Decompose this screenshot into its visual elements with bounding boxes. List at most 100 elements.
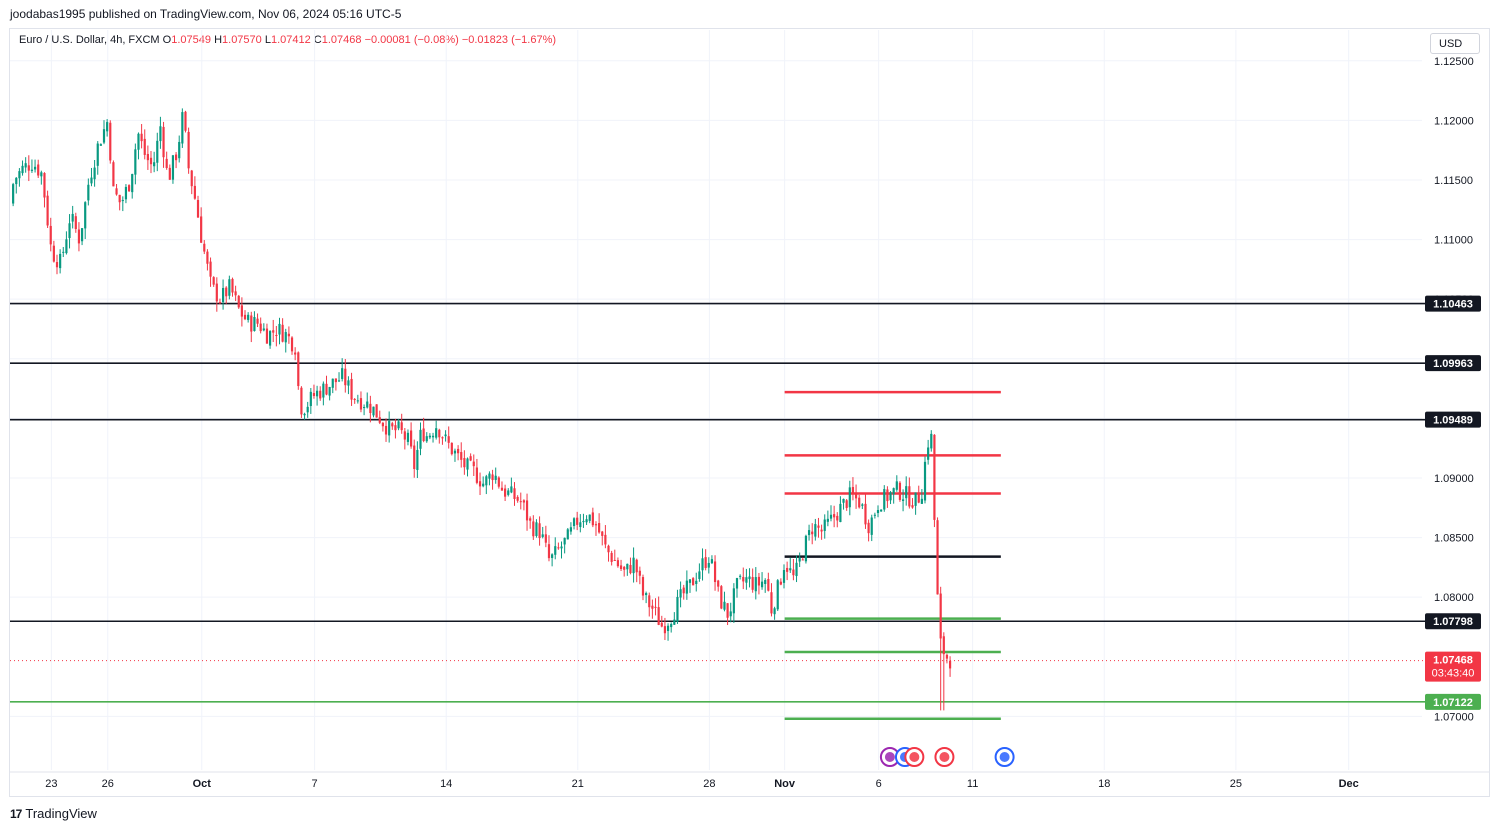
candle-body[interactable]	[541, 534, 544, 537]
candle-body[interactable]	[648, 595, 651, 608]
candle-body[interactable]	[789, 568, 792, 571]
candle-body[interactable]	[325, 383, 328, 395]
candle-body[interactable]	[833, 514, 836, 518]
candle-body[interactable]	[892, 488, 895, 495]
candle-body[interactable]	[363, 407, 366, 409]
candle-body[interactable]	[707, 562, 710, 568]
candle-body[interactable]	[416, 449, 419, 470]
candle-body[interactable]	[836, 515, 839, 521]
candle-body[interactable]	[588, 514, 591, 521]
candle-body[interactable]	[262, 328, 265, 331]
candle-body[interactable]	[153, 162, 156, 167]
candle-body[interactable]	[55, 262, 59, 268]
candle-body[interactable]	[162, 126, 165, 158]
candle-body[interactable]	[62, 251, 65, 253]
candle-body[interactable]	[190, 170, 193, 187]
candle-body[interactable]	[52, 245, 55, 262]
candle-body[interactable]	[710, 559, 714, 564]
candle-body[interactable]	[444, 434, 447, 437]
candle-body[interactable]	[927, 447, 930, 460]
candle-body[interactable]	[15, 177, 18, 185]
candle-body[interactable]	[265, 328, 269, 344]
candle-body[interactable]	[695, 580, 698, 585]
candle-body[interactable]	[447, 436, 450, 443]
candle-body[interactable]	[713, 561, 717, 583]
candle-body[interactable]	[237, 295, 240, 308]
candle-body[interactable]	[854, 492, 858, 499]
candle-body[interactable]	[80, 228, 84, 242]
candle-body[interactable]	[491, 474, 494, 481]
candle-body[interactable]	[676, 596, 679, 622]
candle-body[interactable]	[181, 112, 184, 144]
candle-body[interactable]	[732, 588, 735, 614]
candle-body[interactable]	[623, 566, 626, 570]
candle-body[interactable]	[936, 520, 939, 595]
candle-body[interactable]	[873, 514, 876, 516]
candle-body[interactable]	[798, 557, 801, 562]
candle-body[interactable]	[99, 144, 102, 146]
candle-body[interactable]	[403, 431, 406, 440]
candle-body[interactable]	[629, 564, 632, 574]
candle-body[interactable]	[525, 500, 529, 521]
candle-body[interactable]	[27, 165, 30, 171]
candle-body[interactable]	[742, 576, 745, 582]
candle-body[interactable]	[544, 534, 547, 543]
candle-body[interactable]	[87, 184, 90, 201]
candle-body[interactable]	[682, 587, 685, 594]
candle-body[interactable]	[24, 163, 27, 168]
candle-body[interactable]	[319, 390, 322, 399]
candle-body[interactable]	[685, 580, 688, 594]
candle-body[interactable]	[306, 406, 309, 413]
candle-body[interactable]	[566, 529, 569, 540]
candle-body[interactable]	[610, 552, 613, 562]
candle-body[interactable]	[851, 487, 855, 495]
candle-body[interactable]	[519, 501, 522, 503]
candle-body[interactable]	[911, 505, 914, 508]
candle-body[interactable]	[679, 589, 682, 598]
candle-body[interactable]	[864, 503, 867, 525]
candle-body[interactable]	[720, 586, 723, 609]
candle-body[interactable]	[773, 608, 776, 615]
tradingview-brand[interactable]: 17 TradingView	[10, 806, 97, 821]
candle-body[interactable]	[698, 571, 701, 579]
candle-body[interactable]	[613, 559, 616, 561]
candle-body[interactable]	[159, 126, 162, 142]
candle-body[interactable]	[861, 504, 864, 506]
candle-body[interactable]	[388, 420, 391, 436]
candle-body[interactable]	[37, 164, 40, 176]
candle-body[interactable]	[848, 487, 851, 508]
candle-body[interactable]	[898, 482, 902, 500]
candle-body[interactable]	[178, 141, 181, 159]
candle-body[interactable]	[168, 167, 171, 180]
candle-body[interactable]	[102, 129, 106, 143]
candle-body[interactable]	[272, 330, 275, 333]
candle-body[interactable]	[438, 429, 441, 438]
candle-body[interactable]	[93, 167, 96, 180]
candle-body[interactable]	[482, 483, 485, 487]
candle-body[interactable]	[638, 570, 641, 576]
candle-body[interactable]	[121, 199, 124, 202]
candle-body[interactable]	[369, 403, 372, 414]
candle-body[interactable]	[463, 458, 466, 468]
candle-body[interactable]	[174, 154, 178, 161]
candle-body[interactable]	[801, 559, 804, 561]
candle-body[interactable]	[378, 417, 381, 423]
candle-body[interactable]	[281, 324, 284, 342]
candle-body[interactable]	[751, 577, 754, 590]
candle-body[interactable]	[46, 195, 49, 226]
candle-body[interactable]	[478, 481, 482, 487]
candle-body[interactable]	[243, 314, 247, 320]
candle-body[interactable]	[572, 518, 576, 527]
candle-body[interactable]	[598, 523, 601, 533]
candle-body[interactable]	[297, 352, 300, 387]
candle-body[interactable]	[278, 323, 281, 335]
candle-body[interactable]	[315, 390, 319, 397]
currency-button[interactable]: USD	[1430, 33, 1480, 54]
candle-body[interactable]	[764, 580, 767, 584]
candle-body[interactable]	[905, 486, 908, 499]
candle-body[interactable]	[820, 529, 823, 532]
candle-body[interactable]	[729, 611, 732, 617]
candle-body[interactable]	[829, 514, 833, 519]
candle-body[interactable]	[30, 169, 34, 171]
candle-body[interactable]	[569, 527, 573, 532]
